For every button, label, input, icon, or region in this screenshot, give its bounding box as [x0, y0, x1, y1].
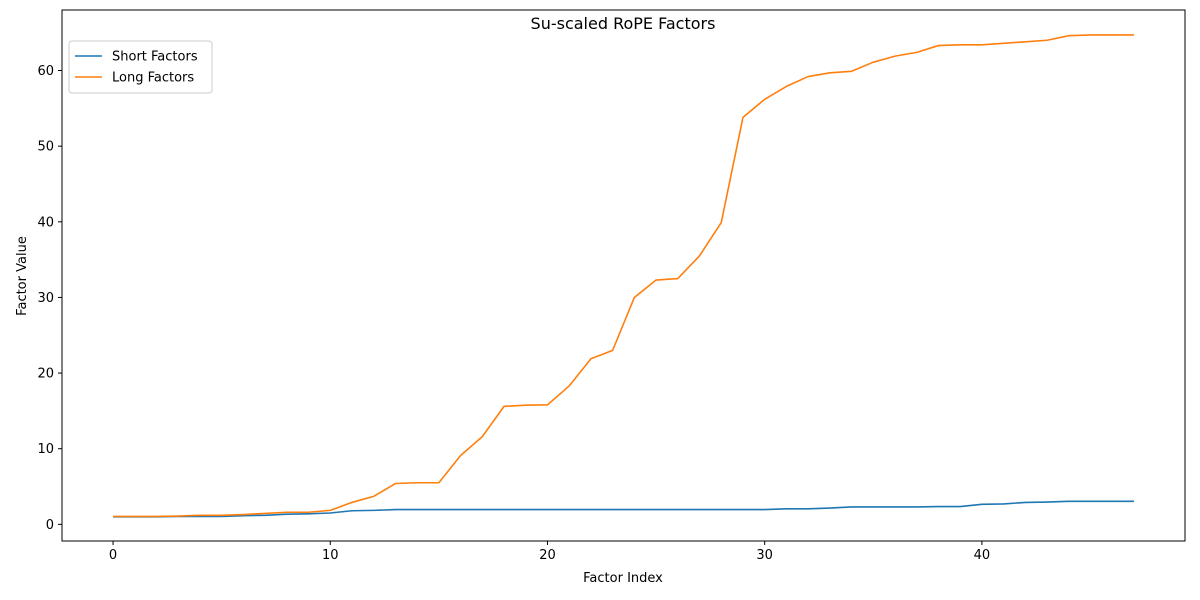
x-axis: 0 10 20 30 40 — [109, 541, 990, 563]
legend-label: Long Factors — [112, 71, 194, 86]
series-line-short-factors — [113, 500, 1134, 518]
y-axis: 0 10 20 30 40 50 60 — [37, 64, 62, 533]
x-axis-label: Factor Index — [583, 571, 663, 586]
series-line-long-factors — [113, 34, 1134, 518]
plot-area — [113, 34, 1134, 518]
y-tick-label: 60 — [37, 64, 54, 79]
x-tick-label: 10 — [322, 548, 339, 563]
legend-label: Short Factors — [112, 50, 198, 65]
chart-title: Su-scaled RoPE Factors — [531, 14, 716, 33]
x-tick-label: 30 — [756, 548, 773, 563]
y-tick-label: 30 — [37, 291, 54, 306]
y-axis-label: Factor Value — [15, 236, 30, 316]
x-tick-label: 20 — [539, 548, 556, 563]
legend-box — [68, 40, 213, 94]
legend: Short Factors Long Factors — [68, 40, 213, 94]
y-tick-label: 20 — [37, 367, 54, 382]
x-tick-label: 0 — [109, 548, 117, 563]
y-tick-label: 40 — [37, 215, 54, 230]
y-tick-label: 0 — [46, 518, 54, 533]
plot-frame — [61, 9, 1186, 542]
y-tick-label: 10 — [37, 442, 54, 457]
y-tick-label: 50 — [37, 140, 54, 155]
x-tick-label: 40 — [974, 548, 991, 563]
